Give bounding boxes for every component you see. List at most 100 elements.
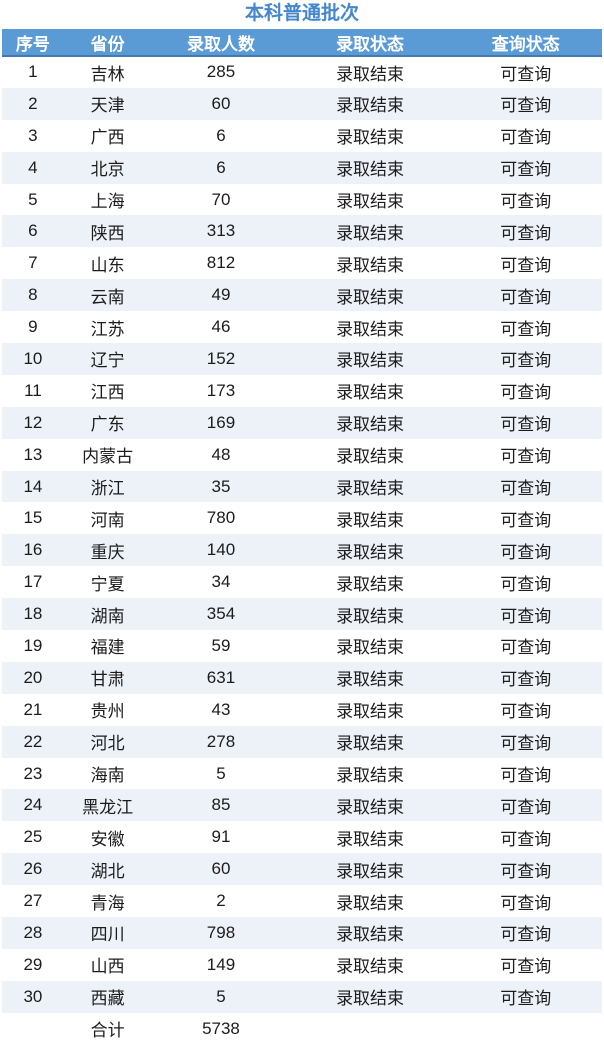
table-row: 8 云南 49 录取结束 可查询 [2,279,602,312]
cell-admitted-count: 5 [216,763,226,783]
cell-admit-status: 录取结束 [336,574,405,594]
cell-index: 3 [28,125,38,145]
cell-province: 山西 [90,957,125,977]
cell-admitted-count: 91 [211,827,231,847]
cell-index: 10 [23,348,43,368]
cell-admit-status: 录取结束 [336,383,405,403]
table-row: 1 吉林 285 录取结束 可查询 [2,56,602,88]
table-row: 3 广西 6 录取结束 可查询 [2,120,602,152]
table-row: 15 河南 780 录取结束 可查询 [2,502,602,534]
cell-admitted-count: 6 [216,157,226,177]
cell-index: 30 [23,986,43,1006]
cell-query-status: 可查询 [500,829,552,849]
cell-admit-status: 录取结束 [336,128,405,148]
column-header-count: 录取人数 [151,29,291,57]
cell-query-status: 可查询 [500,415,552,435]
cell-province: 西藏 [90,989,125,1009]
table-row: 13 内蒙古 48 录取结束 可查询 [2,439,602,471]
cell-index: 21 [23,699,43,719]
table-row: 12 广东 169 录取结束 可查询 [2,406,602,439]
cell-query-status: 可查询 [500,319,552,339]
cell-admitted-count: 2 [216,891,226,911]
cell-province: 海南 [90,766,125,786]
cell-admitted-count: 780 [206,508,236,528]
cell-province: 北京 [90,160,125,180]
table-row: 30 西藏 5 录取结束 可查询 [2,980,602,1013]
cell-query-status: 可查询 [500,287,552,307]
cell-admitted-count: 34 [211,572,231,592]
cell-province: 河南 [90,510,125,530]
cell-index: 4 [28,157,38,177]
cell-index: 16 [23,540,43,560]
cell-province: 青海 [90,893,125,913]
cell-province: 吉林 [90,64,125,84]
cell-admit-status: 录取结束 [336,829,405,849]
cell-admit-status: 录取结束 [336,989,405,1009]
cell-admitted-count: 313 [206,221,236,241]
cell-admit-status: 录取结束 [336,638,405,658]
cell-query-status: 可查询 [500,64,552,84]
cell-province: 湖北 [90,861,125,881]
admission-table: 序号 省份 录取人数 录取状态 查询状态 1 吉林 285 录取结束 可查询 2… [2,29,602,1045]
cell-admit-status: 录取结束 [336,957,405,977]
cell-query-status: 可查询 [500,160,552,180]
table-row: 11 江西 173 录取结束 可查询 [2,375,602,407]
cell-query-status: 可查询 [500,606,552,626]
table-row: 25 安徽 91 录取结束 可查询 [2,821,602,853]
table-row: 17 宁夏 34 录取结束 可查询 [2,566,602,598]
cell-province: 山东 [90,255,125,275]
cell-admit-status: 录取结束 [336,925,405,945]
cell-province: 重庆 [90,542,125,562]
cell-admitted-count: 35 [211,476,231,496]
cell-province: 安徽 [90,829,125,849]
cell-admitted-count: 285 [206,62,236,82]
cell-admitted-count: 5738 [202,1018,240,1038]
cell-query-status: 可查询 [500,638,552,658]
table-row: 18 湖南 354 录取结束 可查询 [2,598,602,631]
cell-admit-status: 录取结束 [336,797,405,817]
cell-index: 5 [28,189,38,209]
cell-index: 15 [23,508,43,528]
cell-index: 11 [24,380,42,400]
cell-query-status: 可查询 [500,925,552,945]
cell-province: 河北 [90,734,125,754]
column-header-query: 查询状态 [449,29,602,57]
cell-admit-status: 录取结束 [336,415,405,435]
cell-admit-status: 录取结束 [336,319,405,339]
cell-index: 2 [28,93,38,113]
cell-province: 江苏 [90,319,125,339]
cell-query-status: 可查询 [500,447,552,467]
cell-query-status [450,1013,602,1045]
cell-admit-status: 录取结束 [336,351,405,371]
cell-admitted-count: 85 [211,795,231,815]
cell-admit-status: 录取结束 [336,734,405,754]
cell-index: 27 [23,891,43,911]
cell-index: 6 [28,221,38,241]
cell-admitted-count: 46 [211,317,231,337]
cell-index: 8 [28,285,38,305]
cell-query-status: 可查询 [500,479,552,499]
cell-province: 贵州 [90,702,125,722]
cell-index: 20 [23,667,43,687]
cell-admitted-count: 5 [216,986,226,1006]
header-row: 序号 省份 录取人数 录取状态 查询状态 [2,29,602,57]
table-row: 24 黑龙江 85 录取结束 可查询 [2,789,602,822]
cell-index: 7 [28,253,38,273]
cell-index: 19 [23,635,43,655]
table-row: 5 上海 70 录取结束 可查询 [2,184,602,216]
cell-admitted-count: 149 [206,954,236,974]
table-row: 6 陕西 313 录取结束 可查询 [2,215,602,248]
cell-index: 24 [23,795,43,815]
cell-query-status: 可查询 [500,797,552,817]
cell-province: 辽宁 [90,351,125,371]
cell-index: 23 [23,763,43,783]
cell-query-status: 可查询 [500,351,552,371]
cell-admit-status: 录取结束 [336,64,405,84]
table-row: 4 北京 6 录取结束 可查询 [2,151,602,184]
cell-query-status: 可查询 [500,96,552,116]
table-row: 27 青海 2 录取结束 可查询 [2,885,602,917]
cell-index: 12 [23,412,43,432]
cell-admitted-count: 43 [211,699,231,719]
cell-province: 宁夏 [90,574,125,594]
